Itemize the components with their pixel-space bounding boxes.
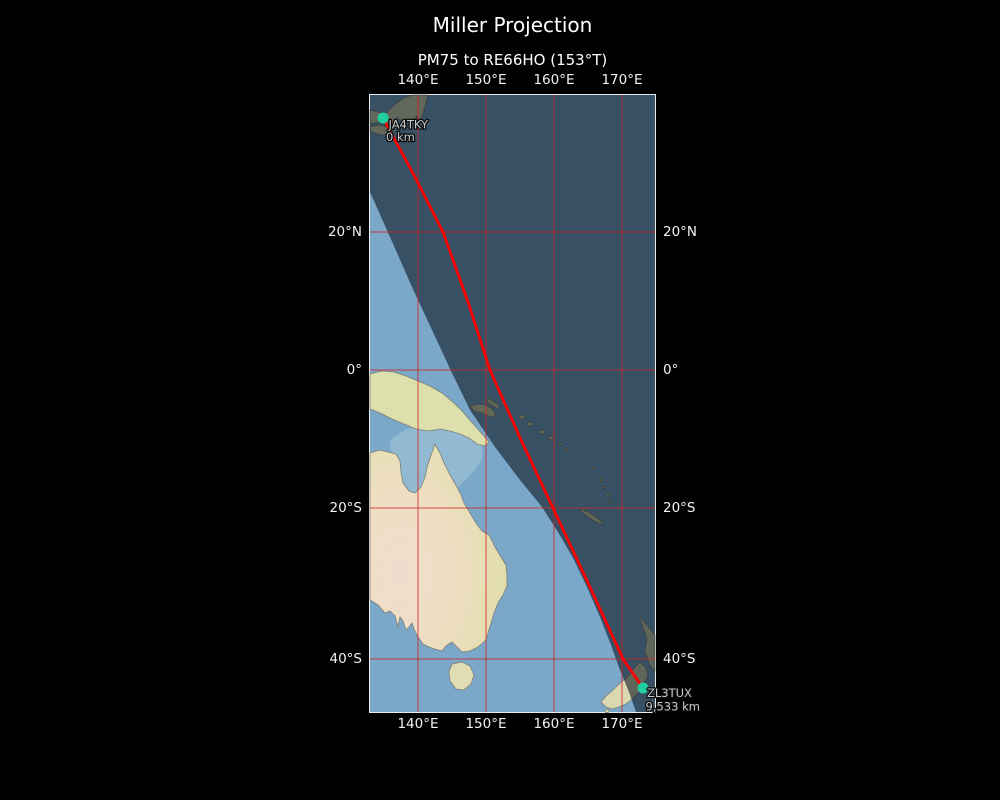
tick-label-170e-bottom: 170°E xyxy=(601,716,643,732)
end-marker-callsign-label: ZL3TUX xyxy=(647,686,692,700)
tick-label-170e-top: 170°E xyxy=(601,72,643,88)
land-tasmania xyxy=(448,661,475,691)
marker-labels: JA4TKY 0 km ZL3TUX 9,533 km xyxy=(385,116,702,715)
tick-label-140e-top: 140°E xyxy=(397,72,439,88)
tick-label-20s-right: 20°S xyxy=(663,500,696,516)
end-marker-dot xyxy=(637,682,649,694)
start-marker-callsign-label: JA4TKY xyxy=(388,118,430,132)
land-new-guinea xyxy=(369,370,490,447)
tick-label-0-right: 0° xyxy=(663,362,679,378)
tick-label-20s-left: 20°S xyxy=(329,500,363,516)
graticule-gridlines xyxy=(370,95,655,712)
end-marker-distance-label: 9,533 km xyxy=(646,700,700,714)
tick-label-20n-left: 20°N xyxy=(327,224,362,240)
tick-label-160e-bottom: 160°E xyxy=(533,716,575,732)
great-circle-route-line xyxy=(381,116,645,690)
land-australia xyxy=(369,443,508,653)
tick-label-150e-top: 150°E xyxy=(465,72,507,88)
night-shading-overlay xyxy=(370,95,655,712)
figure-title: Miller Projection xyxy=(432,13,593,37)
tick-label-160e-top: 160°E xyxy=(533,72,575,88)
start-marker-distance-label: 0 km xyxy=(386,130,415,144)
start-marker-dot xyxy=(377,112,389,124)
tick-label-150e-bottom: 150°E xyxy=(465,716,507,732)
land-stewart-island xyxy=(604,709,610,714)
map-plot-area: JA4TKY 0 km ZL3TUX 9,533 km xyxy=(369,94,701,715)
tick-label-140e-bottom: 140°E xyxy=(397,716,439,732)
tick-label-0-left: 0° xyxy=(346,362,362,378)
map-svg: JA4TKY 0 km ZL3TUX 9,533 km xyxy=(369,94,701,715)
tick-label-40s-left: 40°S xyxy=(329,651,363,667)
tick-label-40s-right: 40°S xyxy=(663,651,696,667)
figure-subtitle: PM75 to RE66HO (153°T) xyxy=(417,51,608,69)
tick-label-20n-right: 20°N xyxy=(663,224,698,240)
